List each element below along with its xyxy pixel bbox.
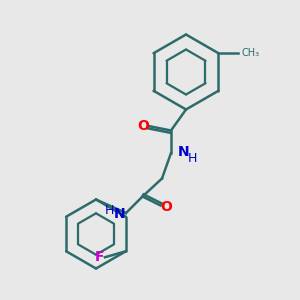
Text: H: H xyxy=(105,203,114,217)
Text: O: O xyxy=(160,200,172,214)
Text: N: N xyxy=(178,145,189,158)
Text: F: F xyxy=(95,250,104,264)
Text: H: H xyxy=(188,152,197,165)
Text: CH₃: CH₃ xyxy=(242,48,260,58)
Text: O: O xyxy=(137,119,149,133)
Text: N: N xyxy=(114,208,125,221)
